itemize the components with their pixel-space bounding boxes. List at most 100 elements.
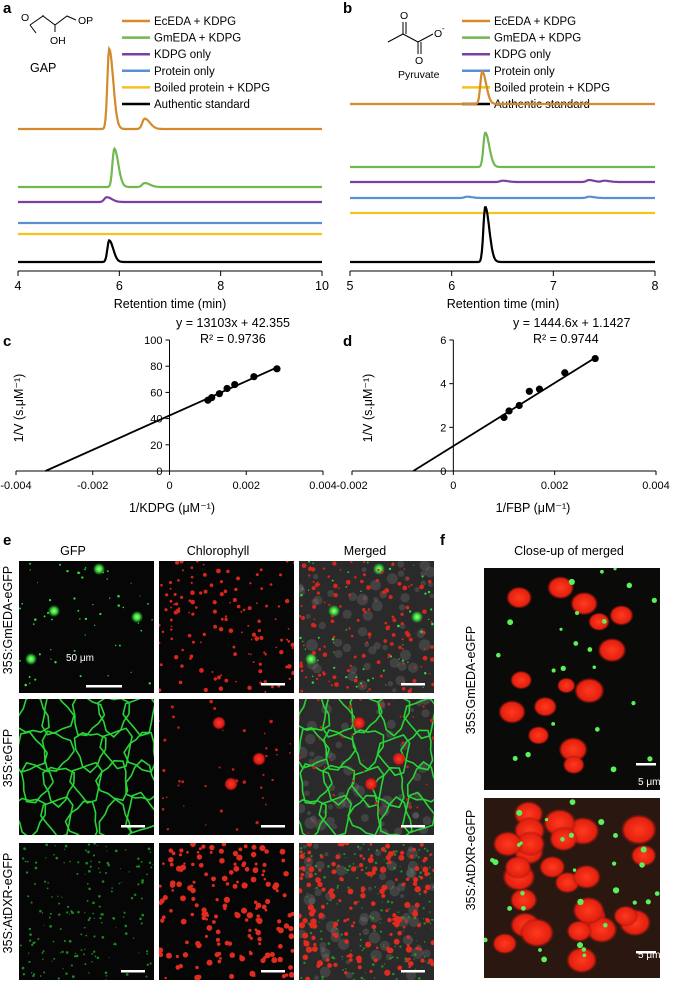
particle [312,664,322,674]
equation-d: y = 1444.6x + 1.1427 [513,316,631,330]
x-tick-label: 8 [652,279,659,293]
particle [365,641,369,644]
particle [201,915,207,921]
particle [43,615,46,618]
trace-kdpg [18,196,322,204]
x-tick-label: 6 [448,279,455,293]
particle [255,573,259,577]
particle [209,583,214,588]
particle [19,607,21,610]
y-tick-label: 20 [150,440,162,452]
particle [196,850,200,854]
particle [405,877,410,881]
particle [406,869,415,878]
particle [381,965,384,968]
particle [265,747,268,750]
particle [301,843,303,845]
particle [362,573,366,577]
legend-b: EcEDA + KDPG GmEDA + KDPG KDPG only Protein… [462,16,610,111]
particle [264,908,268,912]
particle [392,618,397,623]
row-label-egfp: 35S:eGFP [1,729,15,787]
particle [348,958,353,962]
particle [212,600,217,605]
particle [372,957,374,959]
particle [250,653,252,656]
particle [54,845,56,847]
particle [343,765,354,776]
particle [317,881,323,888]
row-label-atdxr: 35S:AtDXR-eGFP [1,853,15,954]
particle [300,615,306,620]
particle [84,634,86,636]
particle [247,685,252,691]
particle [397,965,403,971]
particle [110,890,113,893]
particle [357,965,362,970]
particle [560,665,566,672]
particle [181,569,184,572]
particle [213,707,217,710]
particle [402,644,404,646]
particle [374,861,378,865]
particle [369,910,381,923]
particle [340,933,344,936]
particle [104,971,108,975]
particle [414,866,420,871]
particle [414,587,420,593]
micrograph-chlorophyll-egfp [159,699,294,835]
particle [27,895,30,898]
particle [100,913,103,916]
particle [313,599,315,602]
particle [41,951,44,954]
particle [258,942,262,946]
particle [118,882,121,885]
particle [349,666,358,674]
particle [419,843,424,847]
particle [430,918,433,921]
particle [309,751,315,757]
particle [98,905,101,908]
particle [275,889,279,893]
particle [55,856,59,860]
data-point [561,369,569,377]
micrograph-chlorophyll-gmeda [159,561,294,693]
particle [594,727,600,732]
cell-outline [124,791,154,834]
particle [303,961,306,965]
particle [341,735,344,739]
particle [361,567,367,573]
particle [243,844,248,849]
particle [322,652,328,658]
pyr-o2: O [415,55,423,67]
x-tick-label: -0.004 [0,480,31,492]
micrograph-gfp-atdxr [19,843,154,980]
chloroplast [588,612,610,631]
particle [88,887,91,891]
particle [613,833,618,838]
particle [145,950,148,953]
particle [315,877,321,883]
particle [386,719,396,730]
particle [389,657,400,668]
cell-outline [19,699,50,734]
particle [83,926,86,929]
particle [387,702,391,706]
particle [277,919,282,924]
micrograph-merged-atdxr [299,843,434,980]
particle [299,585,306,597]
particle [190,912,195,917]
particle [385,684,387,686]
particle [319,942,327,950]
chloroplast [547,576,574,599]
particle [261,904,267,910]
particle [355,866,357,868]
particle [345,676,348,679]
particle [331,637,335,641]
particle [368,636,371,639]
particle [308,866,315,873]
particle [124,849,127,851]
particle [356,958,362,964]
particle [333,962,338,967]
particle [111,887,113,889]
